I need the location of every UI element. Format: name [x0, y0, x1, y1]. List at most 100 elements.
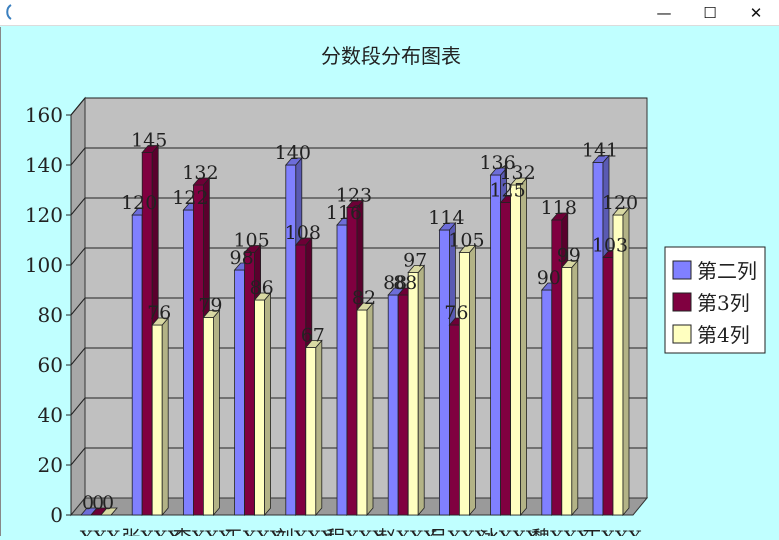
gridline-side: [70, 347, 86, 366]
bar-top: [192, 177, 211, 186]
legend-swatch: [672, 260, 692, 280]
data-label: 0: [82, 492, 94, 514]
bar: [612, 206, 630, 517]
bar-side: [366, 301, 374, 517]
y-tick-label: 80: [38, 303, 63, 327]
bar-front: [182, 209, 194, 516]
gridline-side: [70, 247, 86, 266]
gridline-side: [70, 97, 86, 116]
data-label: 123: [336, 185, 372, 207]
bar-front: [285, 164, 297, 516]
chart-title: 分数段分布图表: [321, 44, 461, 68]
chart-area: 分数段分布图表 0 20 40 60 80 100 120 140 160 0 0 0 120 145 76…: [0, 27, 779, 540]
bar-front: [234, 269, 246, 516]
bar-top: [438, 222, 457, 231]
data-label: 108: [285, 222, 321, 244]
bar-front: [510, 184, 522, 516]
data-label: 120: [121, 192, 157, 214]
y-tick-label: 0: [50, 503, 63, 527]
data-label: 79: [198, 295, 222, 317]
x-tick-label: 丁XXX: [582, 527, 642, 536]
data-label: 76: [147, 302, 171, 324]
bar-top: [407, 265, 426, 273]
bar-top: [294, 237, 313, 246]
bar-front: [192, 184, 204, 516]
bar-front: [490, 174, 502, 516]
data-label: 141: [582, 140, 618, 162]
bar-top: [243, 245, 262, 253]
close-button[interactable]: ✕: [749, 4, 763, 22]
gridline-side: [70, 197, 86, 216]
bar-front: [151, 324, 163, 516]
data-label: 145: [131, 130, 167, 152]
legend-swatch: [672, 324, 692, 344]
legend-entry: 第二列: [697, 259, 757, 283]
data-label: 122: [172, 187, 208, 209]
data-label: 120: [602, 192, 638, 214]
data-label: 114: [428, 207, 464, 229]
bar-side: [212, 309, 220, 517]
bar-top: [592, 155, 610, 163]
data-label: 0: [102, 492, 114, 514]
bar-top: [458, 245, 477, 253]
bar-front: [202, 317, 214, 516]
bar-front: [387, 294, 399, 516]
y-tick-label: 40: [38, 403, 63, 427]
bar-front: [561, 267, 573, 516]
bar-side: [417, 264, 425, 517]
gridline-side: [70, 147, 86, 166]
data-label: 118: [541, 197, 577, 219]
bar-front: [500, 202, 512, 516]
window-titlebar: — ☐ ✕: [0, 0, 779, 26]
bar: [304, 339, 323, 517]
data-label: 76: [444, 302, 468, 324]
bar-front: [612, 214, 624, 516]
minimize-button[interactable]: —: [656, 4, 672, 22]
data-label: 125: [489, 180, 525, 202]
data-label: 105: [448, 230, 484, 252]
data-label: 140: [275, 142, 311, 164]
bar-side: [520, 176, 527, 517]
bar-top: [202, 310, 221, 318]
bar-top: [100, 507, 118, 516]
x-tick-label: XXX: [80, 527, 121, 536]
data-label: 132: [182, 162, 218, 184]
maximize-button[interactable]: ☐: [703, 4, 717, 22]
data-label: 88: [393, 272, 417, 294]
data-label: 116: [326, 202, 362, 224]
bar: [100, 507, 118, 516]
y-tick-label: 60: [38, 353, 63, 377]
data-label: 99: [557, 245, 581, 267]
gridline-side: [70, 297, 86, 316]
bar-front: [397, 294, 409, 516]
data-label: 67: [301, 325, 325, 347]
bar: [253, 291, 272, 517]
bar-top: [612, 207, 630, 216]
bar-side: [264, 291, 272, 517]
bar: [458, 244, 477, 517]
data-label: 86: [250, 277, 274, 299]
data-label: 98: [230, 247, 254, 269]
bar-top: [151, 317, 170, 326]
y-tick-label: 20: [38, 453, 63, 477]
gridline-side: [70, 447, 86, 466]
bar-front: [356, 309, 368, 516]
y-tick-label: 140: [25, 153, 63, 177]
bar-top: [550, 212, 569, 221]
bar-side: [571, 259, 579, 517]
legend-swatch: [672, 292, 692, 312]
bar-front: [602, 257, 614, 516]
bar-front: [407, 272, 419, 516]
bar-front: [541, 289, 553, 516]
bar-front: [448, 324, 460, 516]
bar-front: [295, 244, 307, 516]
bar-top: [141, 145, 160, 153]
bar-front: [592, 162, 604, 516]
bar-top: [560, 260, 579, 268]
data-label: 132: [499, 162, 535, 184]
bar-top: [304, 340, 323, 348]
plot-area: 0204060801001201401600001201457612213279…: [25, 96, 649, 540]
bar-top: [346, 200, 364, 208]
bar-front: [346, 207, 358, 516]
